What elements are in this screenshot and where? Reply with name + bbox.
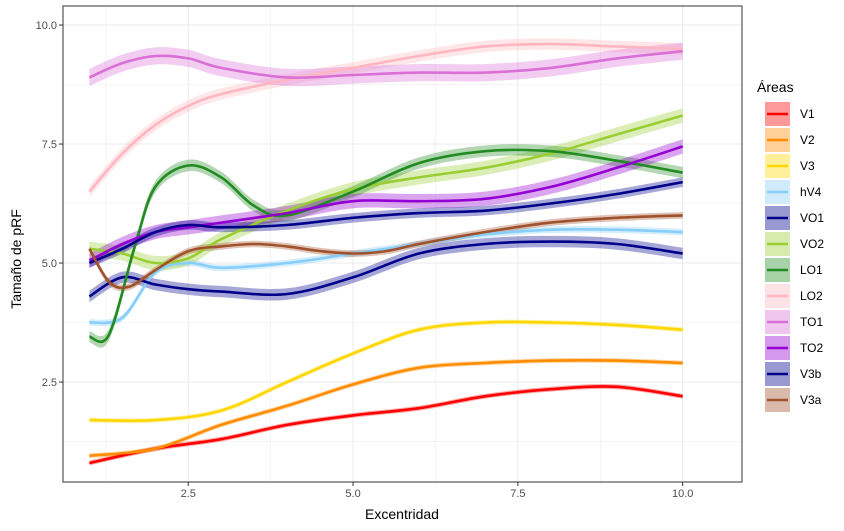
x-tick-label: 10.0 [672, 488, 693, 500]
legend-label-v2: V2 [800, 133, 815, 147]
line-lo2 [88, 42, 683, 193]
line-vo1 [88, 240, 683, 298]
panel-border [62, 5, 743, 483]
legend: Áreas V1 V2 V3 hV4 VO1 VO2 LO1 LO2 TO1 TO2 V3b V3a [757, 79, 824, 412]
line-hv4 [89, 227, 683, 325]
legend-item-v3a: V3a [765, 388, 822, 412]
y-tick-label: 5.0 [42, 258, 57, 270]
x-axis-title: Excentridad [365, 506, 439, 522]
legend-item-v3b: V3b [765, 362, 822, 386]
line-v1 [89, 385, 683, 465]
axes: 2.5 5.0 7.5 10.0 2.5 5.0 7.5 10.0 [36, 5, 743, 500]
x-tick-label: 5.0 [345, 488, 360, 500]
plot-panel [63, 6, 742, 482]
legend-label-lo1: LO1 [800, 263, 823, 277]
panel-background [63, 6, 742, 482]
band-v2 [89, 357, 683, 459]
line-v3b [88, 180, 683, 265]
legend-item-v1: V1 [765, 102, 815, 126]
line-v2 [89, 359, 683, 458]
y-tick-label: 10.0 [36, 20, 57, 32]
legend-item-lo2: LO2 [765, 284, 823, 308]
line-vo2 [89, 114, 684, 265]
y-tick-label: 2.5 [42, 377, 57, 389]
legend-item-hv4: hV4 [765, 180, 822, 204]
legend-label-vo1: VO1 [800, 211, 824, 225]
legend-item-v3: V3 [765, 154, 815, 178]
legend-item-to1: TO1 [765, 310, 823, 334]
series-lines [88, 42, 684, 465]
band-vo2 [89, 108, 683, 271]
legend-label-hv4: hV4 [800, 185, 822, 199]
band-hv4 [89, 225, 683, 327]
line-v3 [89, 320, 683, 423]
legend-label-to2: TO2 [800, 341, 823, 355]
legend-label-vo2: VO2 [800, 237, 824, 251]
x-tick-label: 7.5 [510, 488, 525, 500]
legend-label-v1: V1 [800, 107, 815, 121]
legend-item-lo1: LO1 [765, 258, 823, 282]
y-tick-label: 7.5 [42, 139, 57, 151]
legend-label-v3: V3 [800, 159, 815, 173]
legend-item-v2: V2 [765, 128, 815, 152]
band-vo1 [89, 235, 683, 303]
y-axis-title: Tamaño de pRF [8, 209, 24, 309]
legend-label-v3a: V3a [800, 393, 822, 407]
legend-item-vo2: VO2 [765, 232, 824, 256]
line-v3a [88, 214, 683, 290]
legend-label-to1: TO1 [800, 315, 823, 329]
band-v3b [89, 177, 683, 268]
band-to2 [89, 139, 683, 268]
legend-item-vo1: VO1 [765, 206, 824, 230]
band-lo1 [89, 144, 683, 348]
legend-title: Áreas [757, 79, 794, 95]
x-tick-label: 2.5 [181, 488, 196, 500]
legend-label-v3b: V3b [800, 367, 822, 381]
legend-label-lo2: LO2 [800, 289, 823, 303]
line-to1 [88, 49, 683, 79]
legend-items: V1 V2 V3 hV4 VO1 VO2 LO1 LO2 TO1 TO2 V3b V3a [765, 102, 824, 412]
legend-item-to2: TO2 [765, 336, 823, 360]
band-to1 [89, 42, 683, 87]
